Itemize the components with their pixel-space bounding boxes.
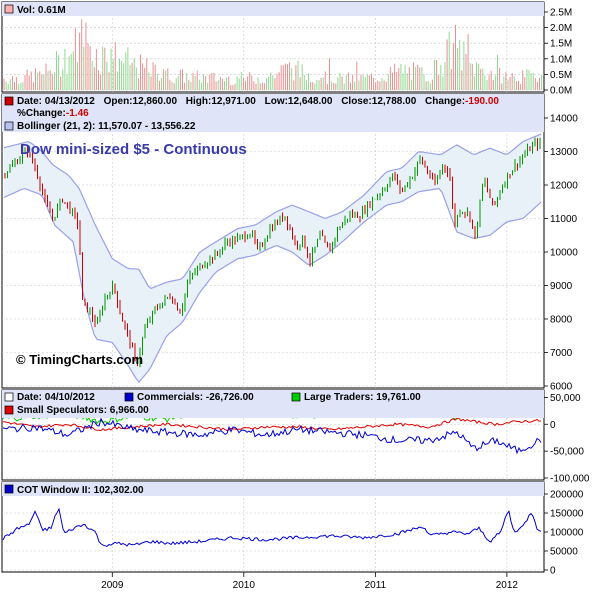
bollinger-band [4,134,541,383]
price-date-line: Date: 04/13/2012 Open:12,860.00 High:12,… [17,96,499,107]
cot-small-speculators-line [2,417,542,432]
bollinger-upper-line [3,133,542,290]
price-header-bg [2,94,544,132]
cot-window-line [2,507,542,547]
price-date: Date: 04/13/2012 [17,96,95,107]
cot-tick-label: 0 [550,420,556,431]
cot-tick-label: 50,000 [550,393,581,404]
cot-large-traders: Large Traders: 19,761.00 [304,392,421,403]
price-tick-label: 12000 [550,181,578,192]
price-tick-label: 6000 [550,382,573,393]
copyright: © TimingCharts.com [16,352,143,367]
cot-date: Date: 04/10/2012 [17,392,95,403]
price-open: Open:12,860.00 [104,96,178,107]
price-pct-value: -1.46 [66,108,89,119]
cot-commercials-line [2,417,542,455]
x-axis: 2009 2010 2011 2012 [101,572,518,591]
cotw-swatch [4,484,14,494]
bollinger-legend-swatch [4,121,14,131]
cot-tick-label: -100,000 [550,474,590,485]
volume-legend-swatch [4,4,14,14]
cotw-tick-label: 100000 [550,528,584,539]
chart-title: Dow mini-sized $5 - Continuous [20,141,247,158]
price-tick-label: 13000 [550,147,578,158]
price-legend-swatch [4,96,14,106]
price-tick-label: 8000 [550,315,573,326]
volume-tick-label: 2.0M [550,23,572,34]
price-tick-label: 9000 [550,281,573,292]
price-pct-label: %Change: [17,108,66,119]
cot-header-bg [2,390,544,418]
x-axis-label: 2012 [496,580,519,591]
cotw-header-bg [2,482,544,496]
cotw-tick-label: 0 [550,566,556,577]
price-tick-label: 11000 [550,214,578,225]
cot-date-swatch [4,392,14,402]
volume-tick-label: 1.5M [550,39,572,50]
volume-tick-label: 1.0M [550,54,572,65]
volume-panel: 2.5M 2.0M 1.5M 1.0M 0.5M 0.0M [2,2,572,97]
price-tick-label: 7000 [550,348,573,359]
panel-frames [1,1,545,573]
bollinger-lower-line [3,187,542,384]
price-panel: 14000 13000 12000 11000 10000 9000 8000 7000 600… [2,94,578,393]
volume-tick-label: 0.5M [550,70,572,81]
cot-tick-label: -50,000 [550,447,584,458]
commercials-swatch [124,392,134,402]
price-high: High:12,971.00 [186,96,256,107]
x-axis-label: 2009 [101,580,124,591]
cot-window-panel: 200000 150000 100000 50000 0 [2,482,584,577]
cotw-header: COT Window II: 102,302.00 [17,485,144,496]
cotw-tick-label: 150000 [550,509,584,520]
price-low: Low:12,648.00 [265,96,333,107]
panel-frame [1,481,545,573]
cot-small-speculators: Small Speculators: 6,966.00 [17,405,149,416]
small-speculators-swatch [4,405,14,415]
x-axis-label: 2010 [233,580,256,591]
cotw-tick-label: 200000 [550,490,584,501]
cotw-tick-label: 50000 [550,547,578,558]
volume-tick-label: 0.0M [550,86,572,97]
bollinger-label: Bollinger (21, 2): 11,570.07 - 13,556.22 [17,121,196,132]
large-traders-swatch [291,392,301,402]
price-pct-line: %Change:-1.46 [17,108,89,119]
volume-header: Vol: 0.61M [17,5,66,16]
price-tick-label: 10000 [550,248,578,259]
cot-panel: 50,000 0 -50,000 -100,000 [2,390,590,485]
x-axis-label: 2011 [365,580,387,591]
price-change-label: Change: [425,96,465,107]
cot-commercials: Commercials: -26,726.00 [137,392,254,403]
price-change-value: -190.00 [465,96,499,107]
volume-tick-label: 2.5M [550,8,572,19]
price-tick-label: 14000 [550,114,578,125]
volume-header-bg [2,2,544,16]
price-close: Close:12,788.00 [341,96,416,107]
